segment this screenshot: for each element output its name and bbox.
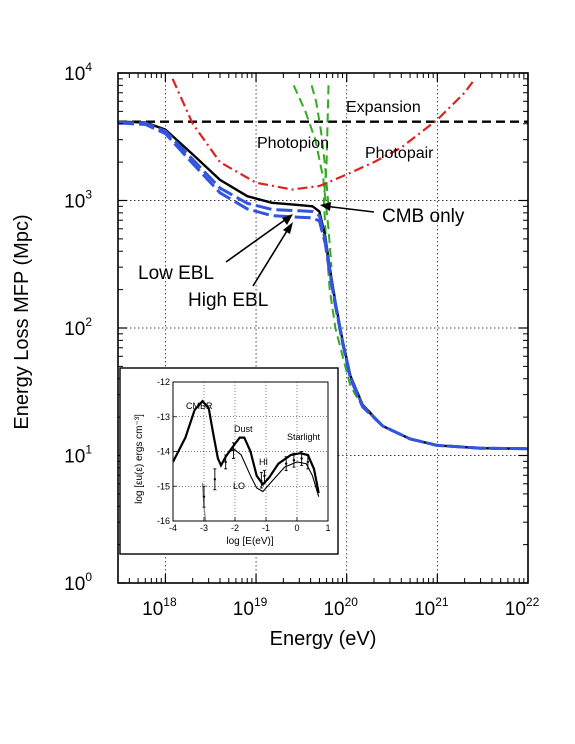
inset-x-tick-label: -4: [169, 523, 177, 533]
axis-ticks: [118, 72, 529, 584]
inset-data-point: [232, 448, 235, 451]
tick-labels: 1018 1019 1020 1021 1022 100 101 102 103 104: [64, 60, 539, 620]
y-tick-label: 101: [64, 443, 92, 468]
inset-data-point: [202, 495, 206, 498]
inset-y-tick-label: -13: [157, 412, 170, 422]
inset-y-tick-label: -12: [157, 377, 170, 387]
inset-x-tick-label: -2: [231, 523, 239, 533]
inset-x-tick-label: 0: [294, 523, 299, 533]
x-tick-label: 1019: [233, 595, 268, 620]
series-photopion-line: [292, 84, 333, 268]
y-tick-label: 103: [64, 188, 92, 213]
x-tick-label: 1021: [414, 595, 449, 620]
inset-y-title: log [εu(ε) ergs cm⁻³]: [134, 414, 145, 504]
arrow-low-ebl-head: [282, 214, 293, 225]
annotation-high-ebl: High EBL: [188, 290, 268, 311]
inset-tick-labels: -4 -3 -2 -1 0 1 -12 -13 -14 -15 -16: [157, 377, 331, 533]
inset-y-tick-label: -14: [157, 447, 170, 457]
x-tick-label: 1020: [323, 595, 358, 620]
inset-x-tick-label: -3: [200, 523, 208, 533]
inset-box: [119, 367, 339, 555]
arrow-cmb-only: [323, 205, 375, 213]
inset-label-hi: HI: [259, 457, 268, 467]
y-axis-title: Energy Loss MFP (Mpc): [11, 214, 33, 429]
inset-data-point: [213, 478, 217, 481]
inset-x-tick-label: -1: [262, 523, 270, 533]
annotation-cmb-only: CMB only: [382, 206, 465, 227]
annotation-arrows: [225, 202, 375, 287]
x-axis-title: Energy (eV): [270, 628, 377, 650]
series-photopair-line: [171, 78, 476, 191]
y-tick-label: 104: [64, 60, 92, 85]
inset-data-point: [300, 457, 303, 460]
inset-x-title: log [E(eV)]: [226, 536, 273, 547]
x-tick-label: 1018: [142, 595, 177, 620]
inset-error-bars: [202, 442, 310, 508]
arrow-low-ebl: [225, 216, 290, 263]
y-tick-label: 100: [64, 570, 92, 595]
inset-label-lo: LO: [233, 481, 245, 491]
series-high-ebl-line: [118, 121, 528, 451]
annotation-photopair: Photopair: [365, 145, 434, 162]
x-tick-label: 1022: [505, 595, 540, 620]
inset-data-point: [224, 460, 227, 464]
inset-label-dust: Dust: [234, 424, 253, 434]
inset-y-tick-label: -16: [157, 516, 170, 526]
inset-series-line: [228, 449, 320, 497]
main-series: [118, 78, 528, 451]
arrow-high-ebl-head: [283, 222, 293, 234]
inset-label-starlight: Starlight: [287, 432, 321, 442]
arrow-cmb-only-head: [320, 202, 331, 211]
inset-ticks: [172, 381, 329, 522]
inset-data-point: [292, 458, 296, 462]
inset-series-line: [173, 399, 320, 494]
y-tick-label: 102: [64, 315, 92, 340]
inset-data-point: [284, 462, 288, 465]
inset-data-point: [260, 479, 263, 483]
inset-data-point: [306, 460, 310, 464]
annotation-expansion: Expansion: [346, 99, 421, 116]
inset-y-tick-label: -15: [157, 481, 170, 491]
series-photopion-line: [310, 85, 330, 207]
arrow-high-ebl: [252, 225, 291, 287]
annotation-low-ebl: Low EBL: [138, 263, 214, 284]
inset-label-cmbr: CMBR: [186, 401, 213, 411]
inset-x-tick-label: 1: [325, 523, 330, 533]
inset-data-point: [263, 474, 266, 478]
annotation-photopion: Photopion: [257, 135, 329, 152]
series-photopion-line: [322, 85, 528, 450]
